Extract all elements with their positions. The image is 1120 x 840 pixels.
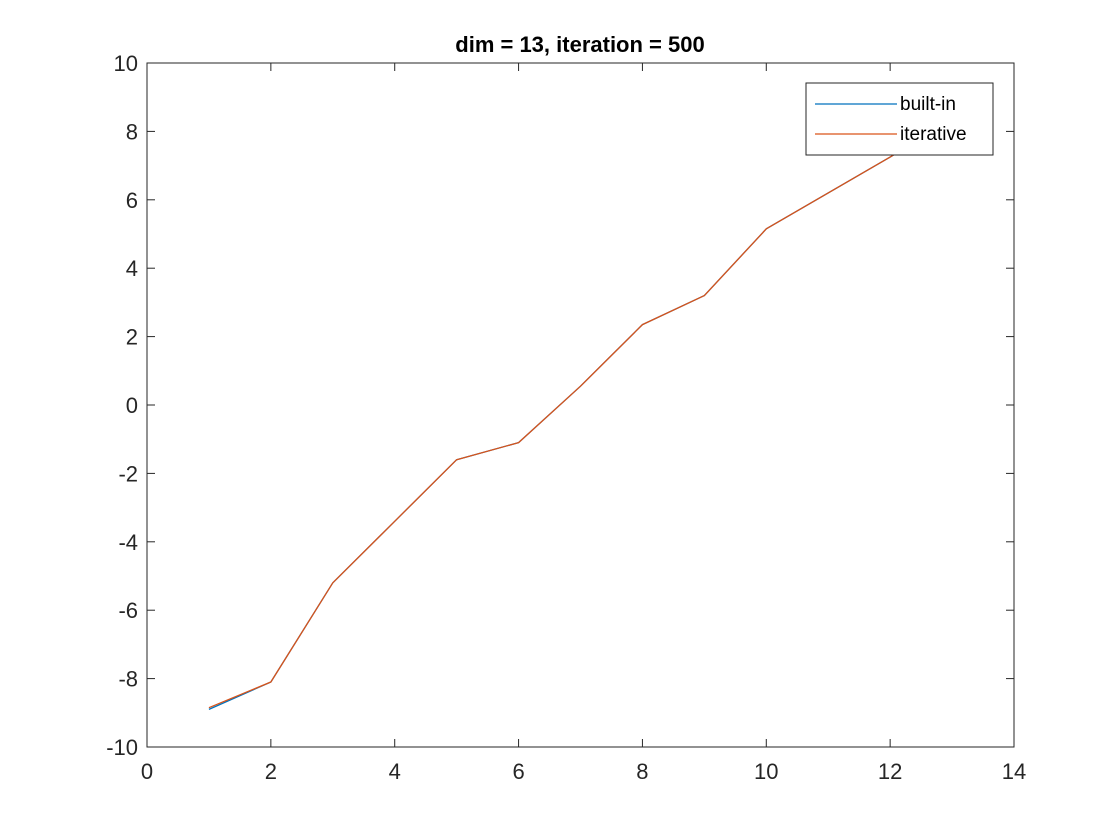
x-tick-label: 12 xyxy=(878,759,902,784)
series-layer xyxy=(208,118,953,710)
x-tick-label: 2 xyxy=(265,759,277,784)
y-tick-label: -6 xyxy=(118,598,138,623)
plot-area xyxy=(147,63,1014,747)
chart-title: dim = 13, iteration = 500 xyxy=(455,32,704,57)
x-tick-label: 14 xyxy=(1002,759,1026,784)
y-tick-label: 8 xyxy=(126,119,138,144)
y-tick-label: -2 xyxy=(118,461,138,486)
x-tick-label: 8 xyxy=(636,759,648,784)
x-tick-label: 0 xyxy=(141,759,153,784)
axes-layer xyxy=(146,62,1015,748)
y-tick-label: -8 xyxy=(118,667,138,692)
legend-box xyxy=(805,82,994,156)
y-tick-label: 0 xyxy=(126,393,138,418)
y-tick-label: 6 xyxy=(126,188,138,213)
x-tick-label: 4 xyxy=(389,759,401,784)
series-line-iterative xyxy=(208,118,953,709)
x-tick-label: 10 xyxy=(754,759,778,784)
tick-layer: 0 2 4 6 8 10 12 14 -10 -8 -6 -4 -2 0 2 4 6 8 10 xyxy=(106,51,1026,784)
y-tick-label: -10 xyxy=(106,735,138,760)
legend-label-built-in: built-in xyxy=(900,94,956,115)
y-tick-label: -4 xyxy=(118,530,138,555)
x-tick-label: 6 xyxy=(512,759,524,784)
y-tick-label: 4 xyxy=(126,256,138,281)
legend-label-iterative: iterative xyxy=(900,124,967,145)
legend: built-in iterative xyxy=(805,82,994,156)
y-tick-label: 10 xyxy=(114,51,138,76)
y-tick-label: 2 xyxy=(126,325,138,350)
